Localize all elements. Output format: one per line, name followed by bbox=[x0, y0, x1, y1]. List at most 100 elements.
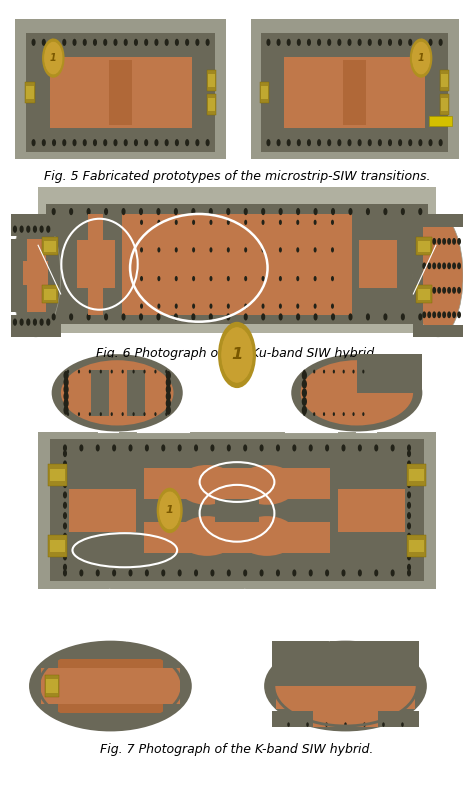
Ellipse shape bbox=[413, 215, 463, 337]
Bar bbox=[11, 239, 23, 312]
Text: Fig. 6 Photograph of the Ku-band SIW hybrid.: Fig. 6 Photograph of the Ku-band SIW hyb… bbox=[96, 347, 378, 360]
Bar bbox=[429, 116, 452, 126]
Circle shape bbox=[164, 139, 169, 147]
Circle shape bbox=[401, 208, 405, 215]
Circle shape bbox=[63, 523, 67, 530]
Circle shape bbox=[279, 276, 282, 281]
Circle shape bbox=[42, 139, 46, 147]
Circle shape bbox=[52, 314, 56, 321]
Circle shape bbox=[266, 39, 271, 46]
Circle shape bbox=[79, 569, 83, 577]
Circle shape bbox=[323, 412, 325, 416]
Circle shape bbox=[432, 311, 436, 318]
Circle shape bbox=[331, 219, 334, 225]
Bar bbox=[261, 86, 268, 99]
Circle shape bbox=[195, 39, 200, 46]
Circle shape bbox=[348, 208, 353, 215]
Circle shape bbox=[112, 569, 116, 577]
Circle shape bbox=[121, 208, 126, 215]
Circle shape bbox=[175, 39, 179, 46]
Circle shape bbox=[279, 219, 282, 225]
Bar bbox=[69, 66, 173, 120]
Circle shape bbox=[317, 39, 321, 46]
Circle shape bbox=[42, 39, 64, 78]
Circle shape bbox=[194, 569, 198, 577]
Circle shape bbox=[44, 41, 63, 74]
Circle shape bbox=[314, 276, 317, 281]
Circle shape bbox=[352, 370, 355, 374]
Circle shape bbox=[244, 208, 248, 215]
Circle shape bbox=[378, 139, 382, 147]
Bar bbox=[109, 59, 132, 125]
Bar bbox=[272, 711, 419, 727]
Circle shape bbox=[104, 314, 108, 321]
Circle shape bbox=[276, 569, 280, 577]
Circle shape bbox=[227, 219, 230, 225]
Bar bbox=[208, 74, 215, 87]
Circle shape bbox=[144, 412, 146, 416]
Circle shape bbox=[161, 444, 165, 451]
Circle shape bbox=[157, 219, 160, 225]
Circle shape bbox=[128, 444, 133, 451]
Circle shape bbox=[52, 139, 56, 147]
Bar bbox=[409, 469, 424, 482]
Circle shape bbox=[42, 39, 46, 46]
Circle shape bbox=[302, 397, 307, 406]
Circle shape bbox=[174, 314, 178, 321]
Circle shape bbox=[134, 139, 138, 147]
Circle shape bbox=[192, 276, 195, 281]
Circle shape bbox=[244, 219, 247, 225]
Circle shape bbox=[192, 219, 195, 225]
Bar bbox=[276, 698, 415, 709]
Circle shape bbox=[407, 491, 411, 498]
Circle shape bbox=[331, 208, 335, 215]
Circle shape bbox=[164, 39, 169, 46]
Circle shape bbox=[46, 318, 50, 326]
Circle shape bbox=[155, 412, 156, 416]
Circle shape bbox=[287, 722, 290, 727]
Bar bbox=[25, 82, 35, 103]
Circle shape bbox=[407, 470, 411, 478]
Circle shape bbox=[166, 392, 171, 401]
Circle shape bbox=[302, 406, 307, 415]
Circle shape bbox=[297, 139, 301, 147]
Circle shape bbox=[39, 226, 44, 233]
Circle shape bbox=[292, 444, 296, 451]
Circle shape bbox=[427, 238, 431, 245]
Ellipse shape bbox=[177, 465, 237, 505]
Bar bbox=[272, 641, 419, 686]
Circle shape bbox=[296, 303, 299, 309]
Circle shape bbox=[297, 39, 301, 46]
Bar bbox=[85, 79, 156, 105]
Circle shape bbox=[341, 569, 346, 577]
Circle shape bbox=[113, 39, 118, 46]
Circle shape bbox=[165, 370, 167, 374]
Circle shape bbox=[325, 569, 329, 577]
Circle shape bbox=[13, 318, 17, 326]
Circle shape bbox=[243, 444, 247, 451]
Bar bbox=[38, 432, 436, 589]
Circle shape bbox=[314, 247, 317, 253]
Circle shape bbox=[366, 208, 370, 215]
Circle shape bbox=[134, 39, 138, 46]
Bar bbox=[65, 214, 122, 314]
Circle shape bbox=[64, 385, 69, 394]
Circle shape bbox=[89, 370, 91, 374]
Circle shape bbox=[437, 238, 441, 245]
Circle shape bbox=[19, 318, 24, 326]
Bar bbox=[16, 19, 226, 159]
Circle shape bbox=[407, 450, 411, 457]
Circle shape bbox=[121, 370, 124, 374]
Circle shape bbox=[287, 39, 291, 46]
Circle shape bbox=[407, 501, 411, 508]
Bar bbox=[207, 93, 216, 115]
Circle shape bbox=[243, 569, 247, 577]
Circle shape bbox=[175, 276, 178, 281]
Bar bbox=[26, 86, 34, 99]
Circle shape bbox=[279, 247, 282, 253]
Circle shape bbox=[62, 139, 66, 147]
Circle shape bbox=[156, 208, 161, 215]
Ellipse shape bbox=[177, 516, 237, 556]
Text: 1: 1 bbox=[50, 53, 57, 63]
Circle shape bbox=[457, 238, 461, 245]
